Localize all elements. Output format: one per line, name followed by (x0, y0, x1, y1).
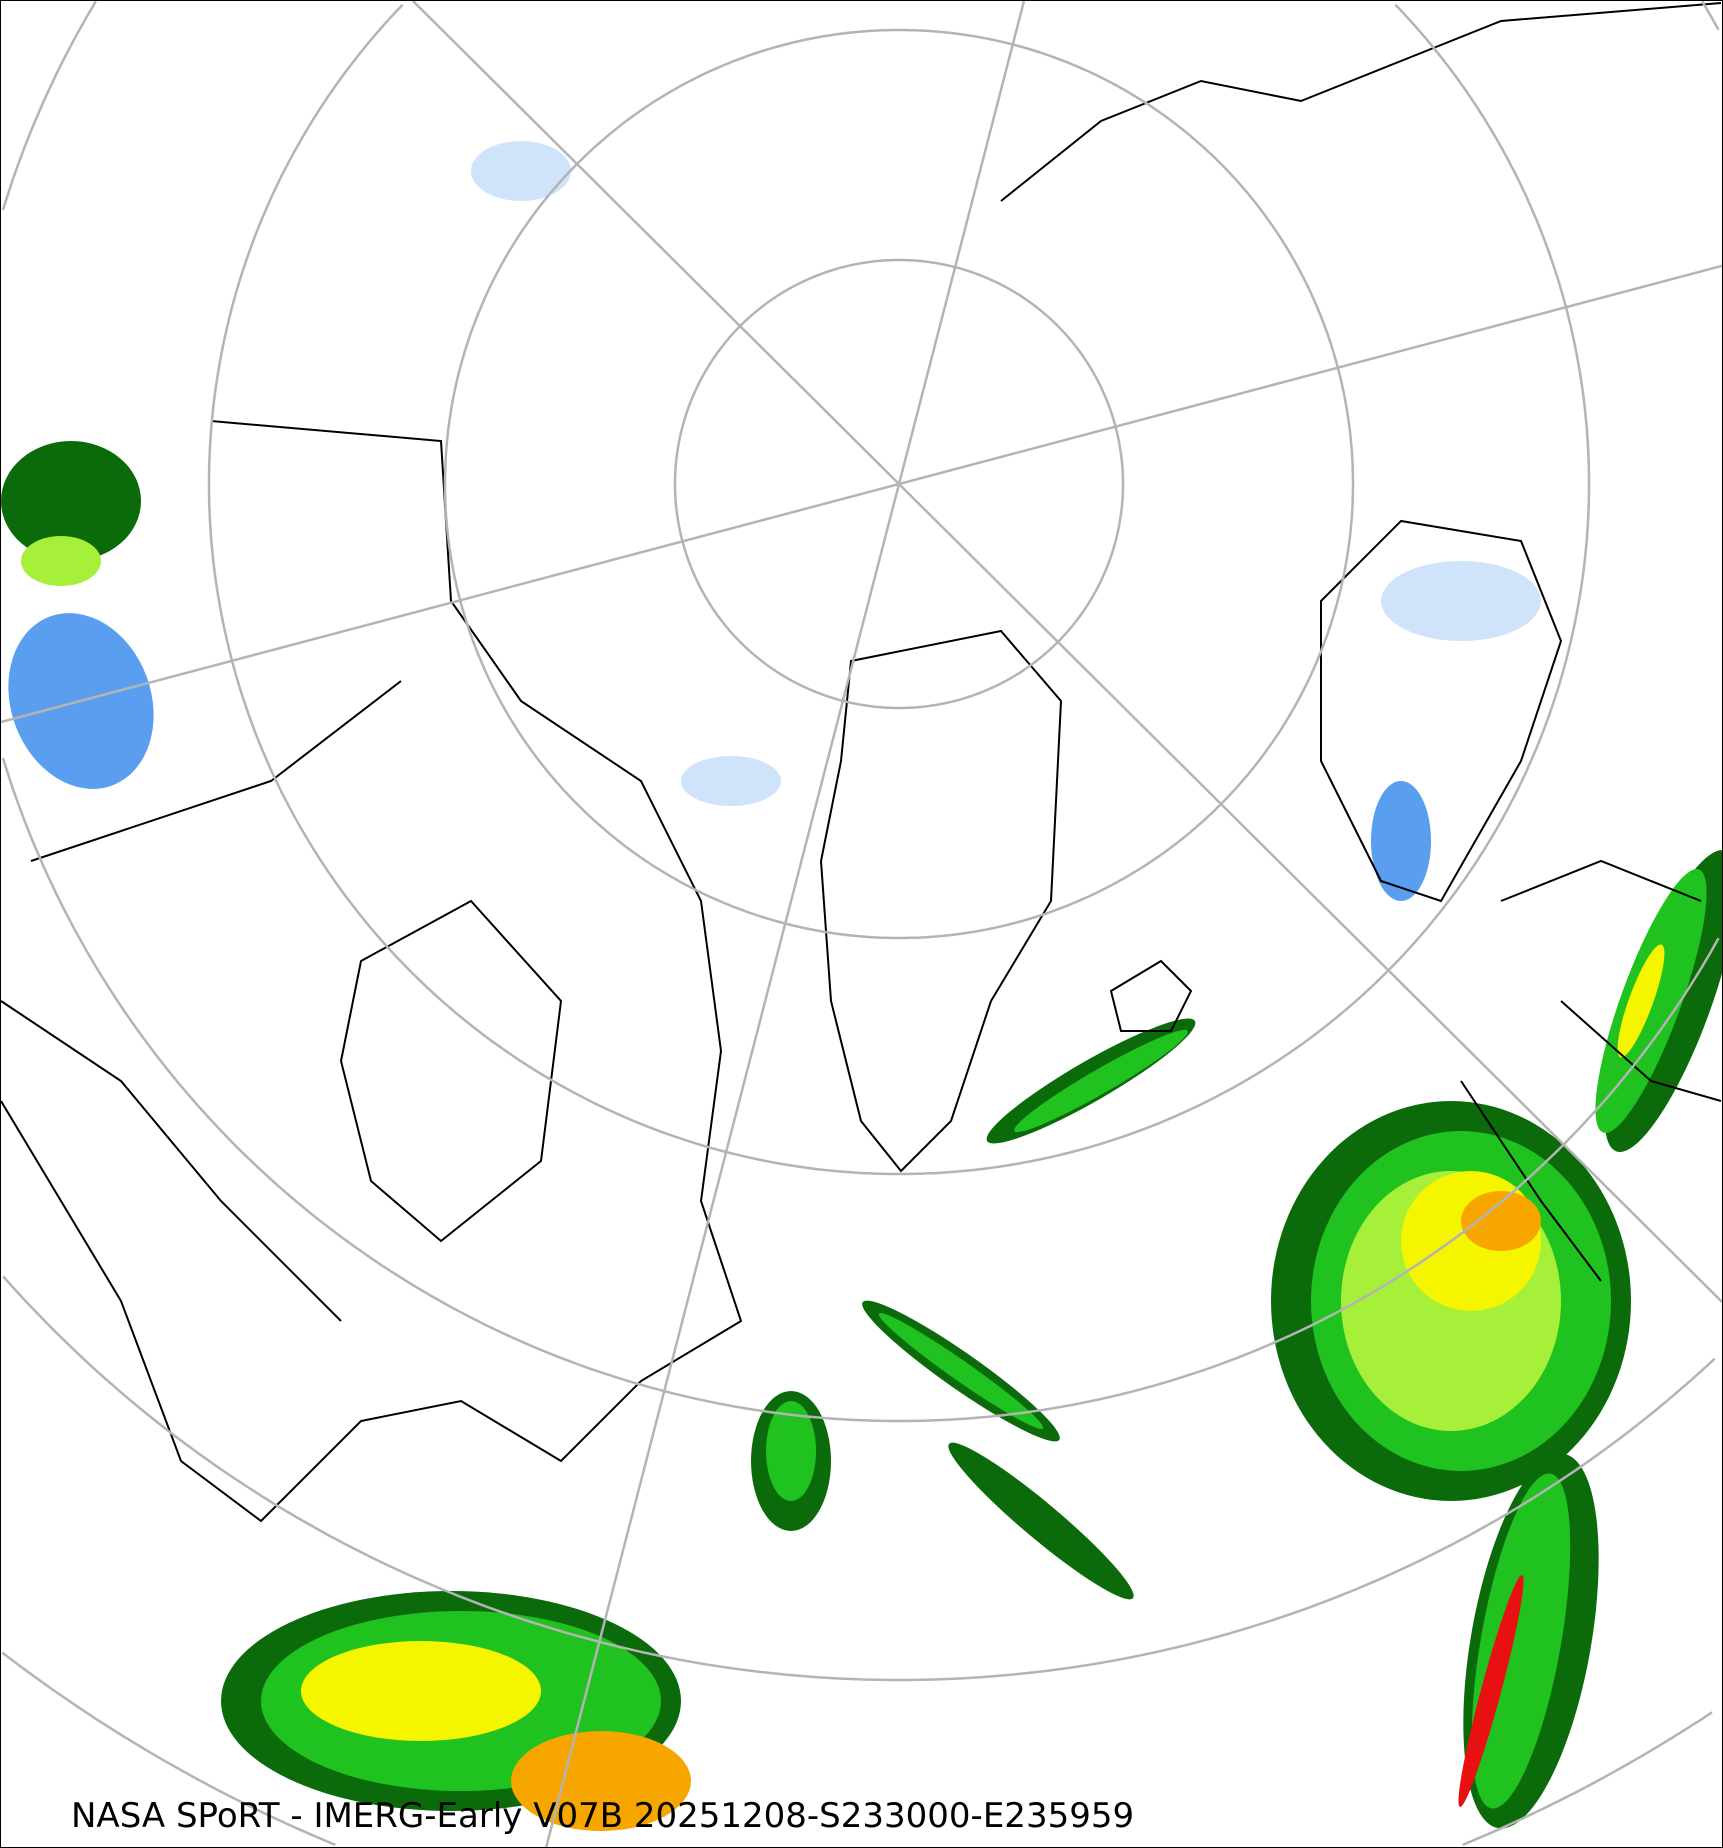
precip-area (8, 613, 154, 789)
north-america-coast (1, 420, 743, 1523)
precip-area (471, 141, 571, 201)
precip-area (948, 1442, 1134, 1600)
map-caption: NASA SPoRT - IMERG-Early V07B 20251208-S… (71, 1796, 1135, 1836)
precip-area (1014, 1029, 1188, 1133)
precip-area (681, 756, 781, 806)
precip-area (1461, 1191, 1541, 1251)
precip-area (766, 1401, 816, 1501)
precip-area (1458, 1575, 1524, 1807)
precip-area (1, 441, 141, 561)
precip-area (301, 1641, 541, 1741)
precip-area (1371, 781, 1431, 901)
precipitation-layer (1, 141, 1722, 1831)
latitude-circle (1, 1651, 1713, 1847)
latitude-circle (443, 28, 1355, 940)
eurasia-coast (1000, 2, 1722, 202)
precip-area (878, 1313, 1044, 1429)
meridian-line (1, 264, 1722, 724)
precip-area (21, 536, 101, 586)
precip-area (1471, 1473, 1571, 1809)
hudson-bay (339, 899, 563, 1243)
precip-area (1381, 561, 1541, 641)
latitude-circle (1, 1, 1720, 1423)
greenland-outline (819, 629, 1063, 1173)
us-canada-border (1, 680, 402, 1322)
latitude-circle (2, 1275, 1716, 1682)
meridian-line (545, 1, 1026, 1847)
latitude-circle (207, 3, 1591, 1176)
iceland (1109, 959, 1193, 1032)
latitude-circle (673, 258, 1125, 710)
europe-borders (1460, 859, 1722, 1282)
meridian-line (412, 1, 1722, 1303)
scandinavia (1320, 519, 1563, 903)
precip-area (1617, 944, 1665, 1058)
